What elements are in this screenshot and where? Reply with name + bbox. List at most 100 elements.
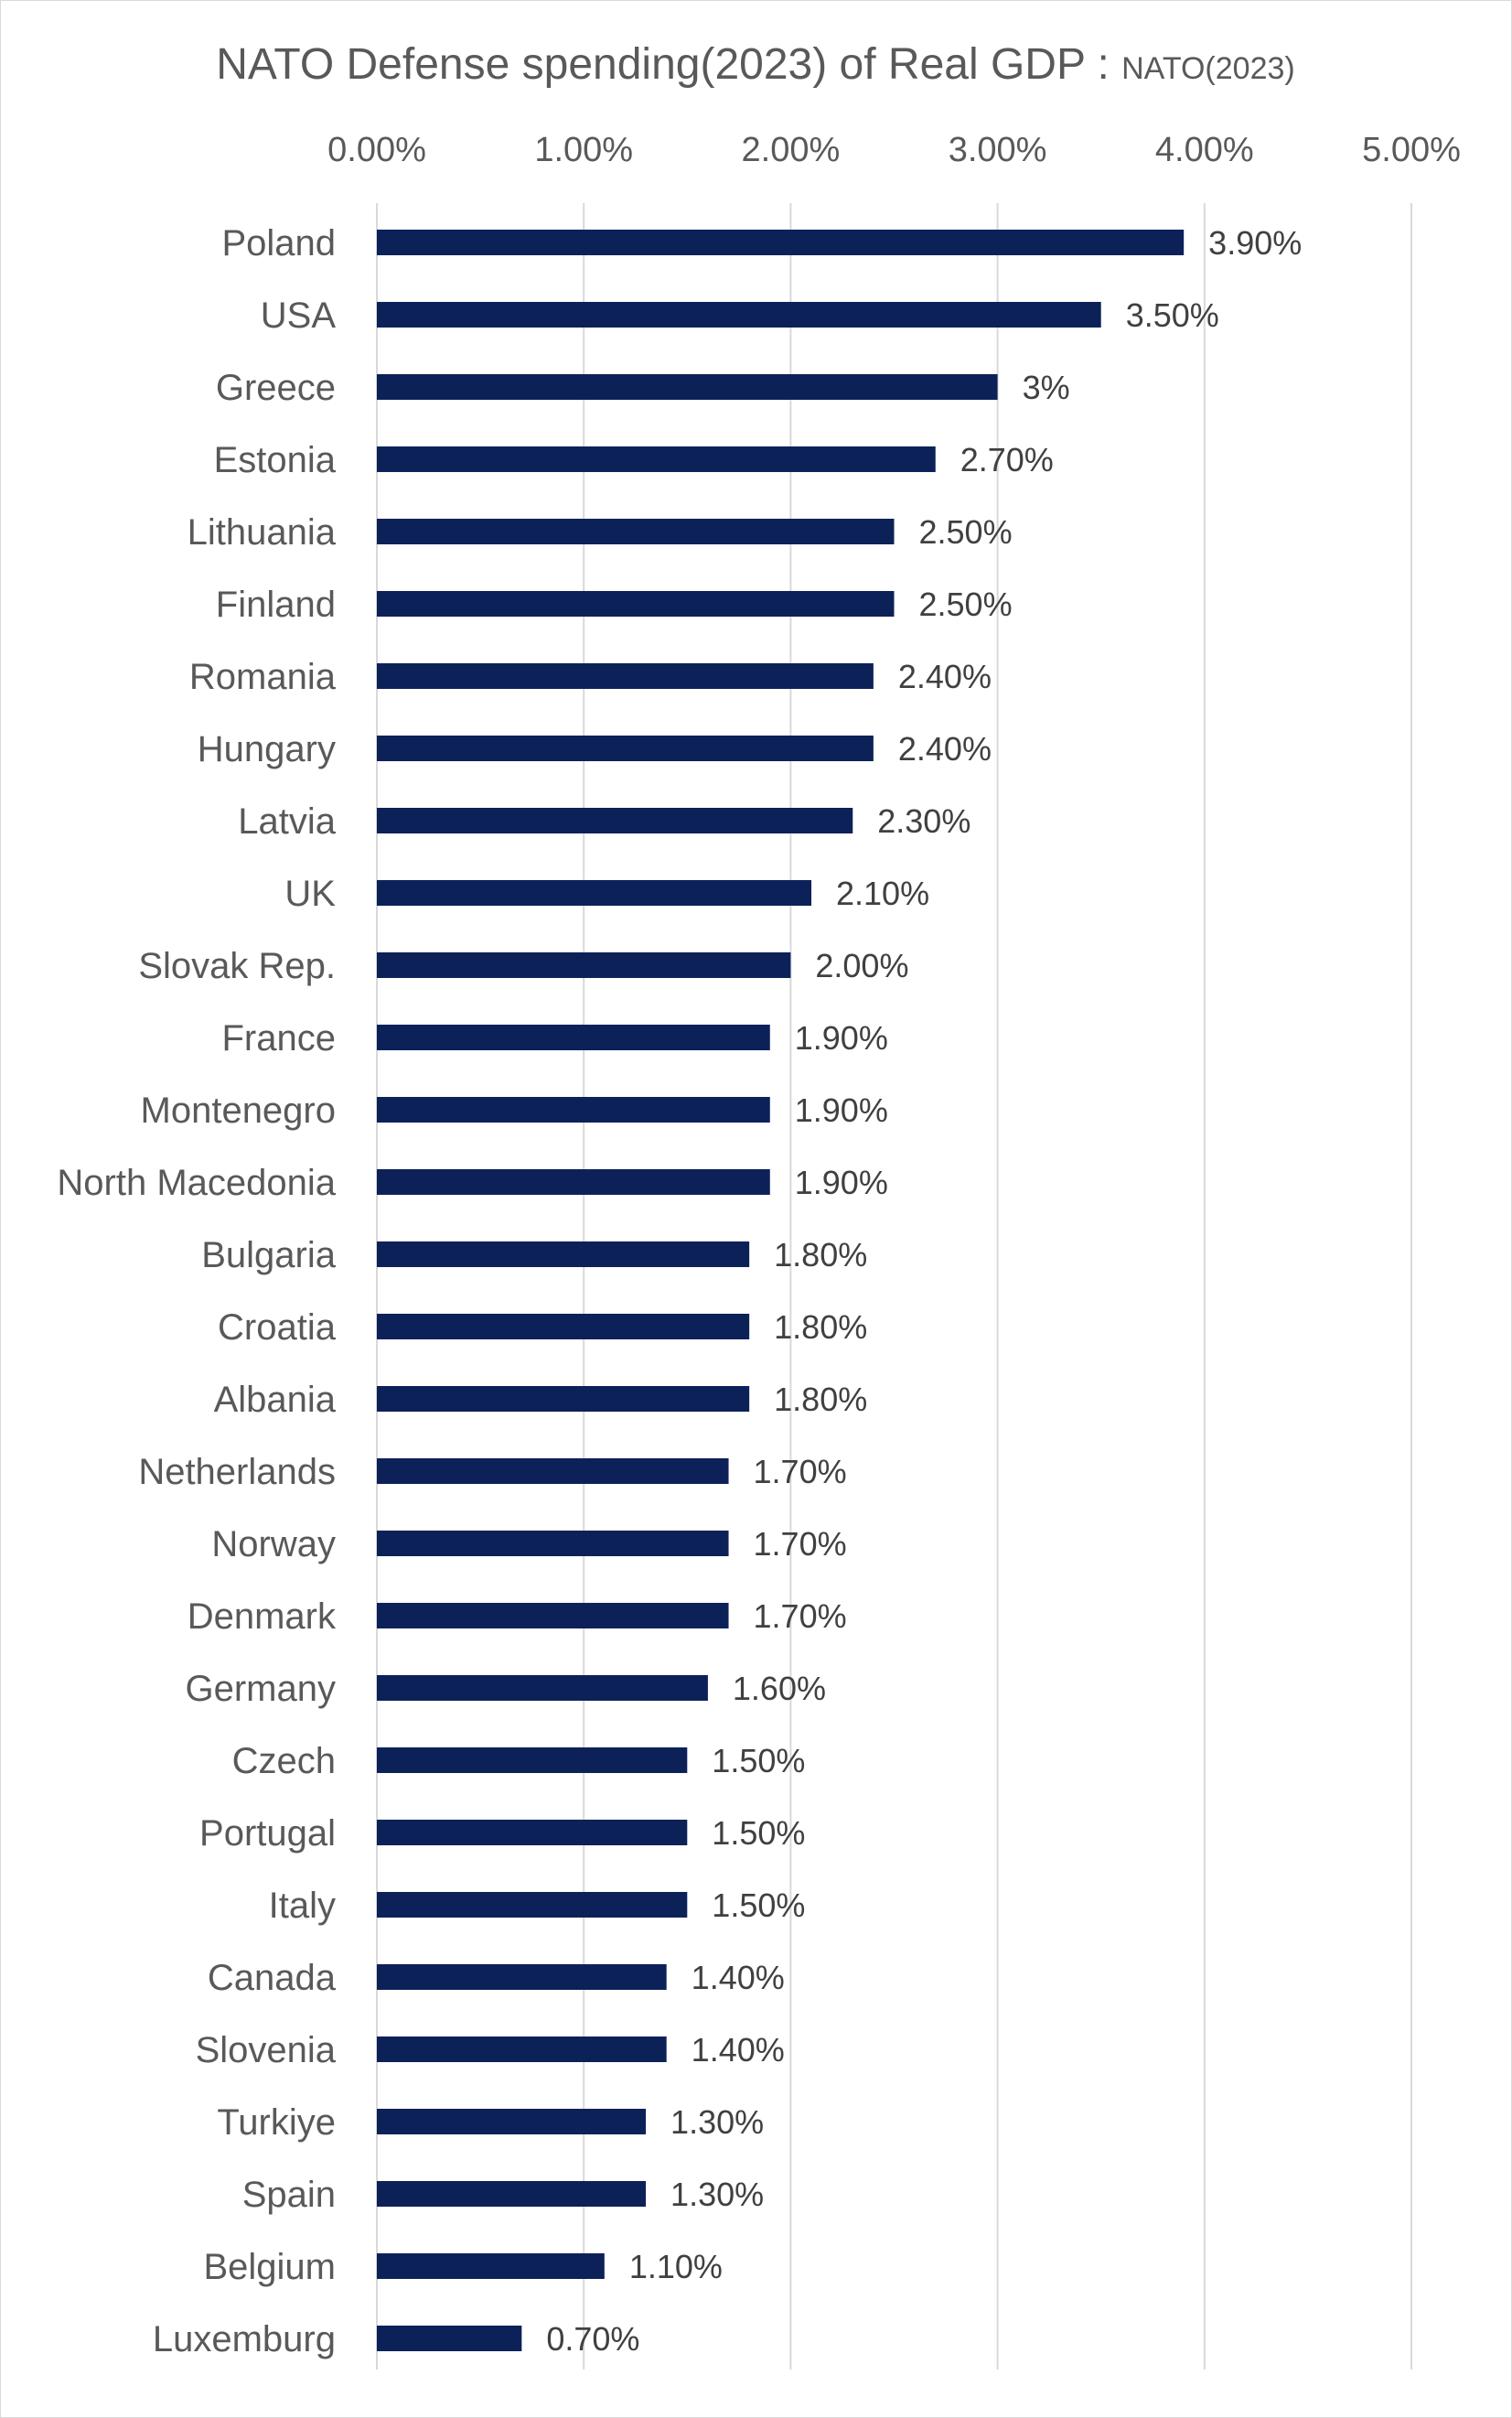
category-label: Finland [216,585,336,625]
data-labels: 3.90% 3.50% 3% 2.70% 2.50% 2.50% 2.40% 2.40% 2.3… [546,224,1302,2358]
chart-title: NATO Defense spending(2023) of Real GDP … [216,40,1294,89]
data-label: 1.30% [670,2176,764,2213]
data-label: 3.90% [1208,224,1302,262]
category-label: Portugal [199,1813,336,1854]
x-tick-label: 3.00% [949,131,1047,169]
chart-title-main: NATO Defense spending(2023) of Real GDP … [216,40,1121,89]
bar [377,1531,729,1556]
bars [377,230,1185,2351]
category-label: Germany [186,1669,337,1709]
category-label: Romania [189,657,337,697]
x-tick-label: 4.00% [1155,131,1254,169]
data-label: 1.30% [670,2103,764,2141]
bar [377,302,1101,328]
bar [377,2109,647,2134]
data-label: 2.40% [898,730,992,768]
category-label: USA [261,296,337,336]
data-label: 1.80% [774,1236,867,1273]
data-label: 2.50% [919,513,1013,551]
data-label: 1.50% [712,1814,805,1852]
category-label: Turkiye [217,2102,336,2143]
bar [377,230,1185,255]
bar [377,1169,770,1195]
data-label: 1.50% [712,1742,805,1779]
data-label: 2.40% [898,658,992,695]
category-label: Greece [216,368,336,408]
category-label: Denmark [188,1596,337,1637]
category-label: Luxemburg [153,2319,336,2359]
bar [377,2253,605,2279]
category-label: Belgium [203,2247,336,2287]
x-tick-label: 2.00% [742,131,841,169]
data-label: 1.80% [774,1381,867,1418]
data-label: 1.90% [795,1019,888,1057]
bar [377,1097,770,1123]
bar [377,1603,729,1628]
data-label: 1.60% [733,1670,826,1707]
category-label: Spain [242,2175,336,2215]
data-label: 3.50% [1126,296,1219,334]
x-tick-label: 0.00% [327,131,426,169]
bar [377,808,853,833]
data-label: 2.70% [960,441,1054,478]
bar [377,2181,647,2207]
data-label: 1.40% [692,2031,785,2069]
x-tick-label: 5.00% [1362,131,1461,169]
bar [377,1964,667,1990]
category-label: Latvia [238,801,336,842]
x-tick-label: 1.00% [534,131,633,169]
category-label: Croatia [218,1307,337,1348]
bar [377,591,895,617]
category-label: France [222,1018,337,1059]
bar [377,1892,688,1918]
data-label: 1.80% [774,1308,867,1346]
x-axis-ticks: 0.00% 1.00% 2.00% 3.00% 4.00% 5.00% [327,131,1461,169]
category-label: Canada [208,1958,337,1998]
bar [377,952,791,978]
data-label: 1.10% [629,2248,723,2285]
category-label: Estonia [214,440,337,480]
gridlines [376,203,1412,2370]
data-label: 1.50% [712,1886,805,1924]
category-label: Norway [211,1524,336,1564]
category-label: Slovenia [196,2030,337,2070]
bar [377,880,812,906]
data-label: 2.30% [877,802,970,840]
category-label: Italy [269,1886,336,1926]
bar [377,663,874,689]
category-label: Poland [221,223,336,263]
category-label: Albania [214,1380,337,1420]
category-label: Slovak Rep. [138,946,336,986]
bar [377,736,874,761]
category-label: North Macedonia [57,1163,336,1203]
chart-title-source: NATO(2023) [1121,51,1295,86]
bar [377,1820,688,1845]
data-label: 1.90% [795,1164,888,1201]
bar [377,1241,750,1267]
bar [377,1025,770,1050]
data-label: 2.10% [836,875,929,912]
data-label: 1.90% [795,1091,888,1129]
data-label: 2.50% [919,586,1013,623]
bar [377,1675,708,1701]
category-label: UK [284,874,336,914]
category-label: Czech [232,1741,336,1781]
bar [377,1747,688,1773]
bar [377,2036,667,2062]
bar [377,2326,522,2351]
data-label: 1.70% [754,1525,847,1563]
bar [377,1386,750,1412]
bar [377,1458,729,1484]
category-label: Hungary [198,729,336,769]
category-label: Montenegro [141,1091,336,1131]
category-label: Netherlands [138,1452,336,1492]
bar [377,1314,750,1339]
data-label: 1.70% [754,1597,847,1635]
data-label: 3% [1023,369,1070,406]
category-label: Lithuania [188,512,337,553]
data-label: 1.40% [692,1959,785,1996]
bar [377,446,936,472]
data-label: 2.00% [815,947,908,984]
